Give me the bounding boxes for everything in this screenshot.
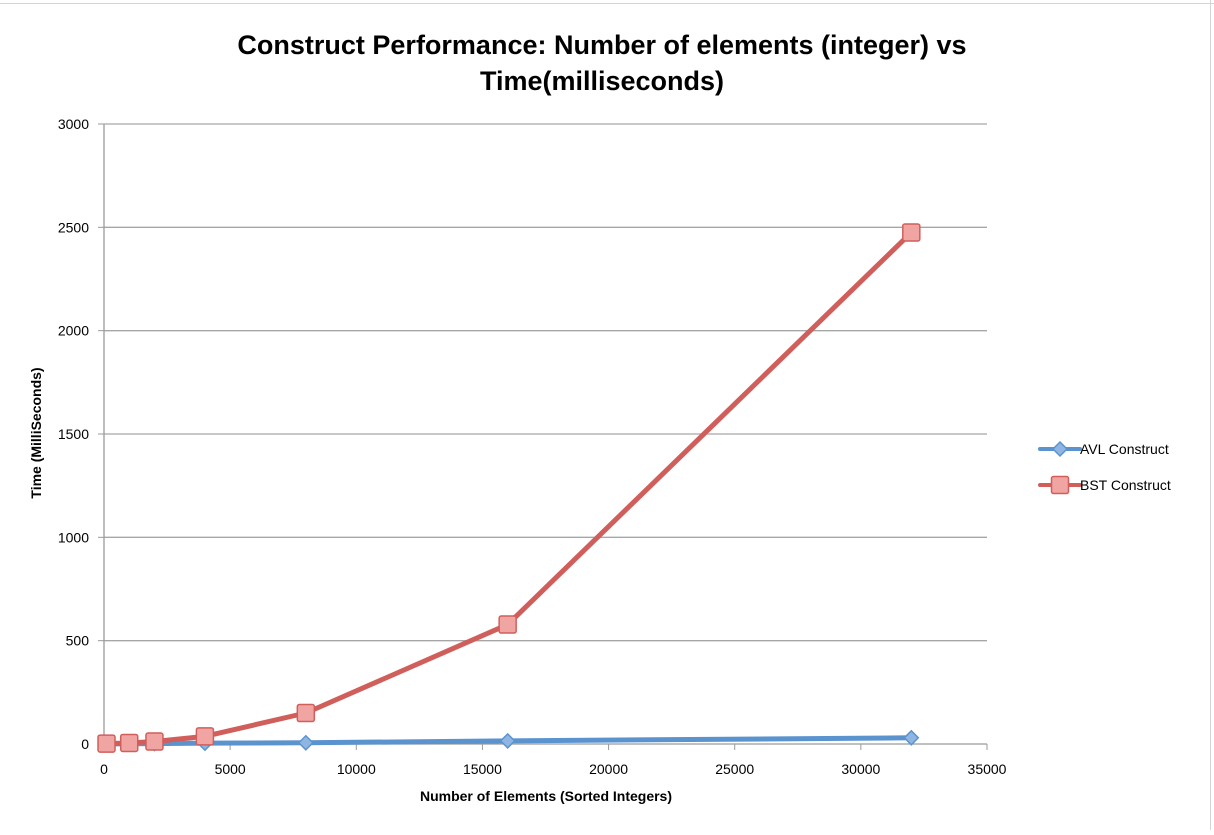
- y-tick-label: 2000: [58, 323, 89, 339]
- x-tick-label: 25000: [715, 761, 754, 777]
- legend-marker-avl: [1051, 440, 1069, 458]
- sheet-top-border: [0, 3, 1214, 4]
- x-tick-label: 15000: [463, 761, 502, 777]
- legend-label-bst: BST Construct: [1080, 477, 1171, 493]
- series-line-bst: [104, 230, 914, 747]
- data-point-bst: [296, 703, 316, 723]
- data-point-avl: [903, 729, 920, 746]
- x-tick-label: 20000: [589, 761, 628, 777]
- y-tick-label: 1000: [58, 529, 89, 545]
- data-point-bst: [195, 727, 215, 746]
- x-tick-label: 0: [100, 761, 108, 777]
- y-tick-label: 2500: [58, 219, 89, 235]
- legend: AVL Construct BST Construct: [1038, 440, 1171, 495]
- sheet-right-border: [1210, 0, 1211, 830]
- x-tick-label: 10000: [337, 761, 376, 777]
- legend-label-avl: AVL Construct: [1080, 441, 1169, 457]
- y-axis-label: Time (MilliSeconds): [28, 367, 44, 498]
- chart-title-line-1: Construct Performance: Number of element…: [237, 30, 966, 60]
- series: [97, 223, 921, 753]
- chart-title-line-2: Time(milliseconds): [480, 66, 724, 96]
- data-point-bst: [902, 223, 921, 242]
- y-tick-label: 500: [66, 633, 90, 649]
- y-tick-label: 3000: [58, 116, 89, 132]
- data-point-avl: [499, 732, 516, 749]
- y-tick-label: 1500: [58, 426, 89, 442]
- y-tick-label: 0: [81, 736, 89, 752]
- gridlines: [104, 123, 987, 642]
- legend-marker-bst: [1050, 475, 1070, 495]
- x-tick-label: 35000: [968, 761, 1007, 777]
- data-point-bst: [498, 615, 517, 634]
- x-axis-label: Number of Elements (Sorted Integers): [420, 788, 672, 804]
- x-tick-label: 30000: [841, 761, 880, 777]
- data-point-bst: [97, 734, 116, 753]
- axes: [98, 123, 988, 750]
- data-point-bst: [119, 733, 139, 753]
- x-tick-label: 5000: [215, 761, 246, 777]
- data-point-avl: [297, 734, 314, 751]
- data-point-bst: [145, 732, 164, 751]
